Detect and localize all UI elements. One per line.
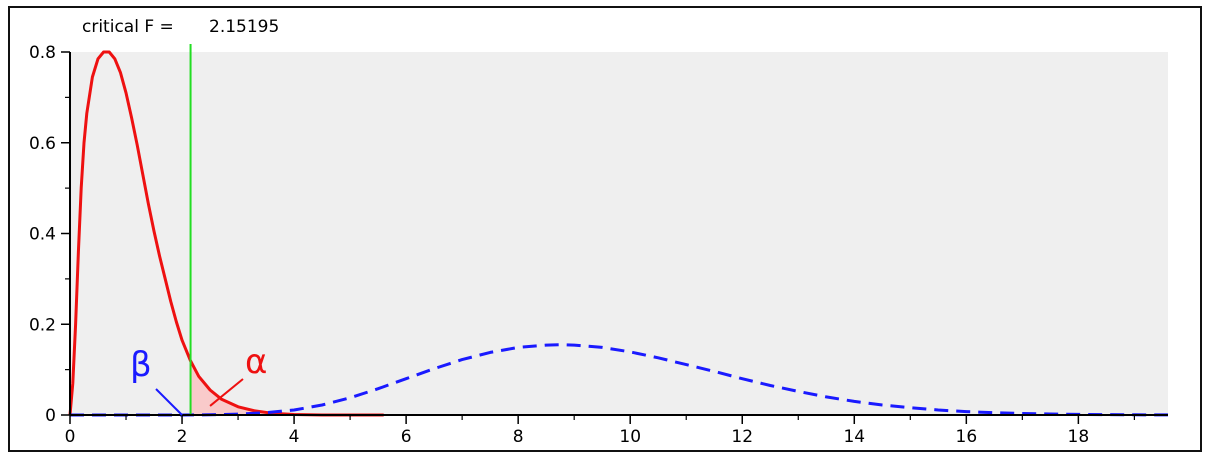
- null-distribution-curve: [68, 50, 384, 417]
- x-tick-label: 6: [401, 427, 412, 447]
- x-tick-label: 14: [843, 427, 865, 447]
- chart-frame: 0 2 4 6 8 10 12 14 16 18 0 0.2 0.4 0.6 0.8 critical F …: [8, 6, 1202, 452]
- beta-pointer: [155, 388, 183, 416]
- x-tick-label: 4: [289, 427, 300, 447]
- series-layer: [68, 50, 1169, 417]
- alpha-label: α: [245, 342, 267, 382]
- x-tick-label: 2: [177, 427, 188, 447]
- x-tick-label: 16: [956, 427, 978, 447]
- y-tick-label: 0.2: [29, 315, 56, 335]
- alpha-region: [190, 360, 384, 415]
- beta-label: β: [130, 345, 152, 385]
- x-tick-label: 8: [513, 427, 524, 447]
- annotation-layer: critical F = 2.15195 β α: [82, 17, 279, 416]
- plot-background: [70, 52, 1168, 415]
- alpha-region-layer: [190, 360, 384, 415]
- x-tick-label: 18: [1068, 427, 1090, 447]
- y-tick-label: 0: [45, 406, 56, 426]
- x-tick-label: 10: [619, 427, 641, 447]
- alternative-distribution-curve: [70, 343, 1169, 417]
- x-tick-label: 12: [731, 427, 753, 447]
- critical-f-value: 2.15195: [209, 17, 279, 37]
- x-tick-label: 0: [65, 427, 76, 447]
- axes-layer: 0 2 4 6 8 10 12 14 16 18 0 0.2 0.4 0.6 0.8: [29, 43, 1168, 447]
- y-tick-label: 0.4: [29, 225, 56, 245]
- alpha-pointer: [209, 378, 244, 407]
- y-tick-label: 0.8: [29, 43, 56, 63]
- f-distribution-chart: 0 2 4 6 8 10 12 14 16 18 0 0.2 0.4 0.6 0.8 critical F …: [29, 17, 1169, 447]
- y-tick-label: 0.6: [29, 134, 56, 154]
- critical-f-label: critical F =: [82, 17, 174, 37]
